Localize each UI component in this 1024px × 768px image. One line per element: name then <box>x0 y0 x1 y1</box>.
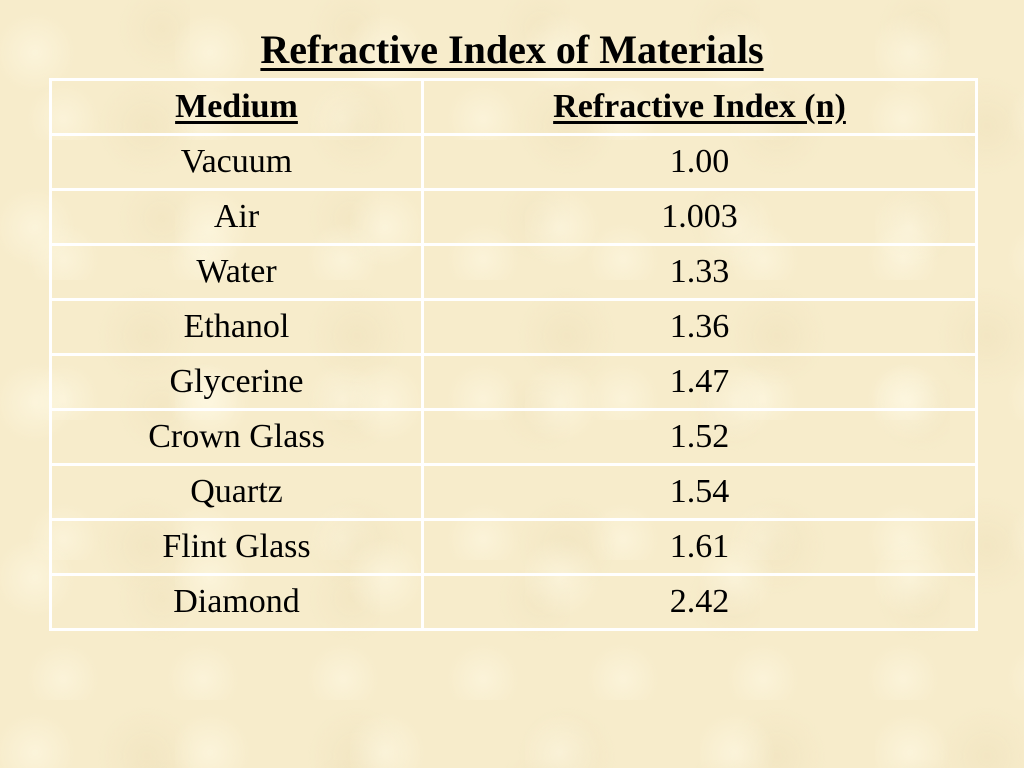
medium-cell: Diamond <box>49 573 424 631</box>
medium-cell: Water <box>49 243 424 301</box>
medium-cell: Vacuum <box>49 133 424 191</box>
column-header-medium: Medium <box>49 78 424 136</box>
table-row: Glycerine 1.47 <box>49 353 978 411</box>
table-row: Crown Glass 1.52 <box>49 408 978 466</box>
medium-cell: Flint Glass <box>49 518 424 576</box>
refractive-index-table: Medium Refractive Index (n) Vacuum 1.00 … <box>49 78 978 631</box>
refractive-index-cell: 1.36 <box>421 298 978 356</box>
table-row: Water 1.33 <box>49 243 978 301</box>
medium-cell: Glycerine <box>49 353 424 411</box>
column-header-refractive-index: Refractive Index (n) <box>421 78 978 136</box>
medium-cell: Quartz <box>49 463 424 521</box>
refractive-index-cell: 1.00 <box>421 133 978 191</box>
page-title: Refractive Index of Materials <box>260 27 764 72</box>
table-row: Flint Glass 1.61 <box>49 518 978 576</box>
table-row: Air 1.003 <box>49 188 978 246</box>
medium-cell: Crown Glass <box>49 408 424 466</box>
table-row: Ethanol 1.36 <box>49 298 978 356</box>
refractive-index-cell: 1.33 <box>421 243 978 301</box>
table-row: Vacuum 1.00 <box>49 133 978 191</box>
medium-cell: Ethanol <box>49 298 424 356</box>
refractive-index-cell: 1.61 <box>421 518 978 576</box>
medium-cell: Air <box>49 188 424 246</box>
refractive-index-cell: 2.42 <box>421 573 978 631</box>
refractive-index-cell: 1.003 <box>421 188 978 246</box>
refractive-index-cell: 1.54 <box>421 463 978 521</box>
refractive-index-cell: 1.47 <box>421 353 978 411</box>
table-header-row: Medium Refractive Index (n) <box>49 78 978 136</box>
refractive-index-cell: 1.52 <box>421 408 978 466</box>
table-row: Quartz 1.54 <box>49 463 978 521</box>
table-row: Diamond 2.42 <box>49 573 978 631</box>
